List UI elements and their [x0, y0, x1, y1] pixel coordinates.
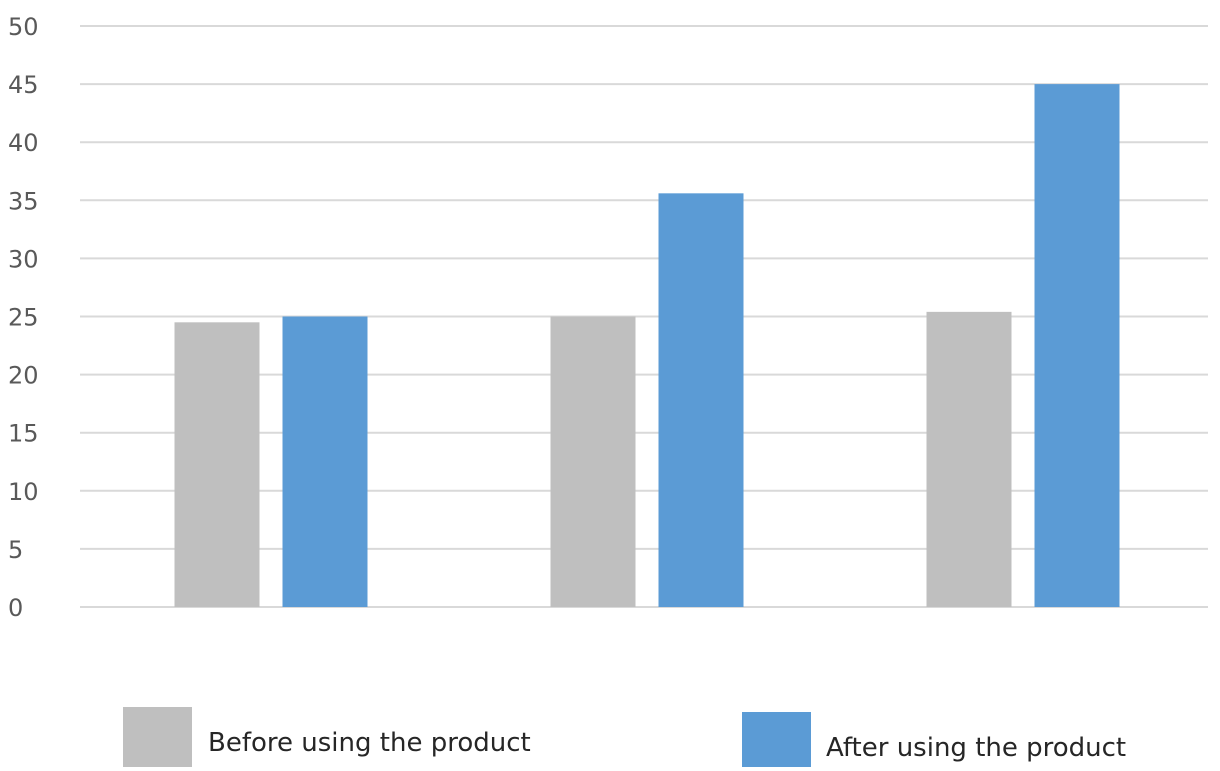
y-tick-label: 10: [8, 478, 39, 506]
legend-swatch-before: [123, 707, 192, 767]
y-tick-label: 0: [8, 594, 23, 622]
y-tick-label: 35: [8, 187, 39, 215]
y-tick-label: 50: [8, 13, 39, 41]
y-tick-label: 20: [8, 362, 39, 390]
bar-before-1: [174, 322, 260, 607]
bar-before-3: [926, 311, 1012, 607]
y-tick-label: 40: [8, 129, 39, 157]
bar-after-2: [658, 193, 744, 607]
y-tick-label: 15: [8, 420, 39, 448]
y-axis-ticks: 0 5 10 15 20 25 30 35 40 45 50: [8, 13, 39, 622]
y-tick-label: 30: [8, 245, 39, 273]
bars: [174, 84, 1120, 608]
legend: Before using the product After using the …: [123, 707, 1126, 767]
bar-before-2: [550, 316, 636, 607]
y-tick-label: 5: [8, 536, 23, 564]
bar-after-3: [1034, 84, 1120, 608]
legend-label-before: Before using the product: [208, 728, 531, 758]
bar-after-1: [282, 316, 368, 607]
gridlines: [80, 25, 1208, 608]
y-tick-label: 45: [8, 71, 39, 99]
legend-label-after: After using the product: [826, 733, 1126, 763]
y-tick-label: 25: [8, 304, 39, 332]
legend-swatch-after: [742, 712, 811, 767]
